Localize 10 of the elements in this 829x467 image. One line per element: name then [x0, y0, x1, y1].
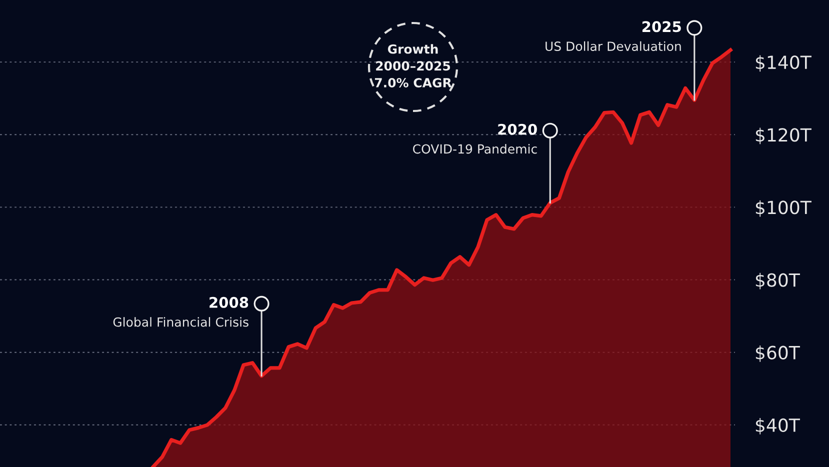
y-tick-label: $40T — [756, 418, 800, 434]
y-tick-label: $140T — [756, 55, 812, 72]
annotation: 2025 US Dollar Devaluation — [546, 21, 681, 51]
y-tick-label: $120T — [756, 128, 812, 144]
y-tick-label: $80T — [756, 272, 800, 290]
y-tick-label: $100T — [756, 200, 812, 217]
annotation: 2020 COVID-19 Pandemic — [413, 124, 537, 154]
annotation: 2008 Global Financial Crisis — [113, 296, 248, 327]
annotation: Growth 2000–2025 7.0% CAGR — [374, 44, 452, 88]
y-tick-label: $60T — [756, 345, 800, 362]
